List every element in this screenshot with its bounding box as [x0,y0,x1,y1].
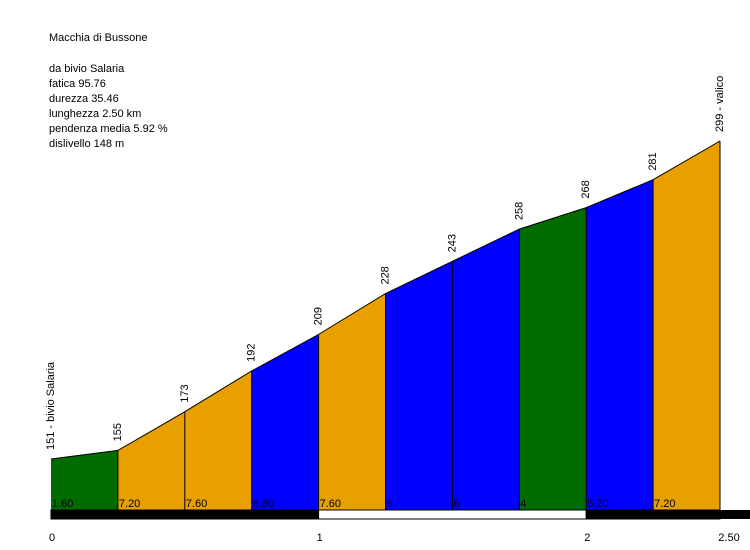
segment-gradient-label: 5.20 [587,498,608,510]
segment-gradient-label: 7.20 [654,498,675,510]
segment-gradient-label: 6.80 [253,498,274,510]
segment-gradient-label: 7.20 [119,498,140,510]
segment-gradient-label: 6 [387,498,393,510]
altitude-label: 155 [112,423,124,441]
lunghezza-value: lunghezza 2.50 km [49,108,142,120]
segment-gradient-label: 7.60 [320,498,341,510]
altitude-label: 173 [179,384,191,402]
x-tick-label: 2.50 [718,532,739,544]
info-spacer [49,46,168,62]
altitude-labels-layer: 151 - bivio Salaria 155 173 192 209 228 243 258… [45,76,726,450]
info-block: Macchia di Bussone da bivio Salaria fati… [49,31,168,152]
altitude-label: 299 - valico [714,76,726,132]
km-bar-tail [720,510,750,519]
profile-segment-2 [117,411,185,510]
profile-segment-10 [653,141,720,510]
x-tick-label: 0 [49,532,55,544]
profile-segment-8 [519,207,587,511]
profile-segment-6 [385,261,453,510]
profile-segment-3 [184,370,252,510]
dislivello-value: dislivello 148 m [49,138,125,150]
segment-gradient-label: 7.60 [186,498,207,510]
km-bar-section [318,509,587,520]
segment-gradient-label: 6 [453,498,459,510]
km-bar-layer [50,509,750,520]
pendenza-value: pendenza media 5.92 % [49,123,168,135]
altitude-label: 243 [446,234,458,252]
profile-segment-7 [452,229,520,510]
altitude-label: 281 [647,152,659,170]
gradient-labels-layer: 1.60 7.20 7.60 6.80 7.60 6 6 4 5.20 7.20 [52,498,676,510]
segment-gradient-label: 1.60 [52,498,73,510]
profile-segment-9 [586,179,654,511]
altitude-label: 268 [580,180,592,198]
altitude-label: 151 - bivio Salaria [45,361,57,450]
altitude-label: 228 [380,266,392,284]
climb-name: Macchia di Bussone [49,32,148,44]
km-bar-section [585,509,721,520]
x-tick-labels-layer: 0 1 2 2.50 [49,532,740,544]
altitude-label: 192 [246,344,258,362]
profile-segment-4 [251,334,319,510]
x-tick-label: 1 [317,532,323,544]
profile-line [50,140,721,460]
fatica-value: fatica 95.76 [49,78,106,90]
km-bar-section [50,509,320,520]
segments-layer [50,140,721,511]
altitude-label: 209 [313,307,325,325]
segment-gradient-label: 4 [520,498,526,510]
durezza-value: durezza 35.46 [49,93,119,105]
altitude-label: 258 [513,202,525,220]
climb-start: da bivio Salaria [49,63,125,75]
profile-segment-1 [51,450,118,510]
x-tick-label: 2 [584,532,590,544]
profile-segment-5 [318,293,386,510]
